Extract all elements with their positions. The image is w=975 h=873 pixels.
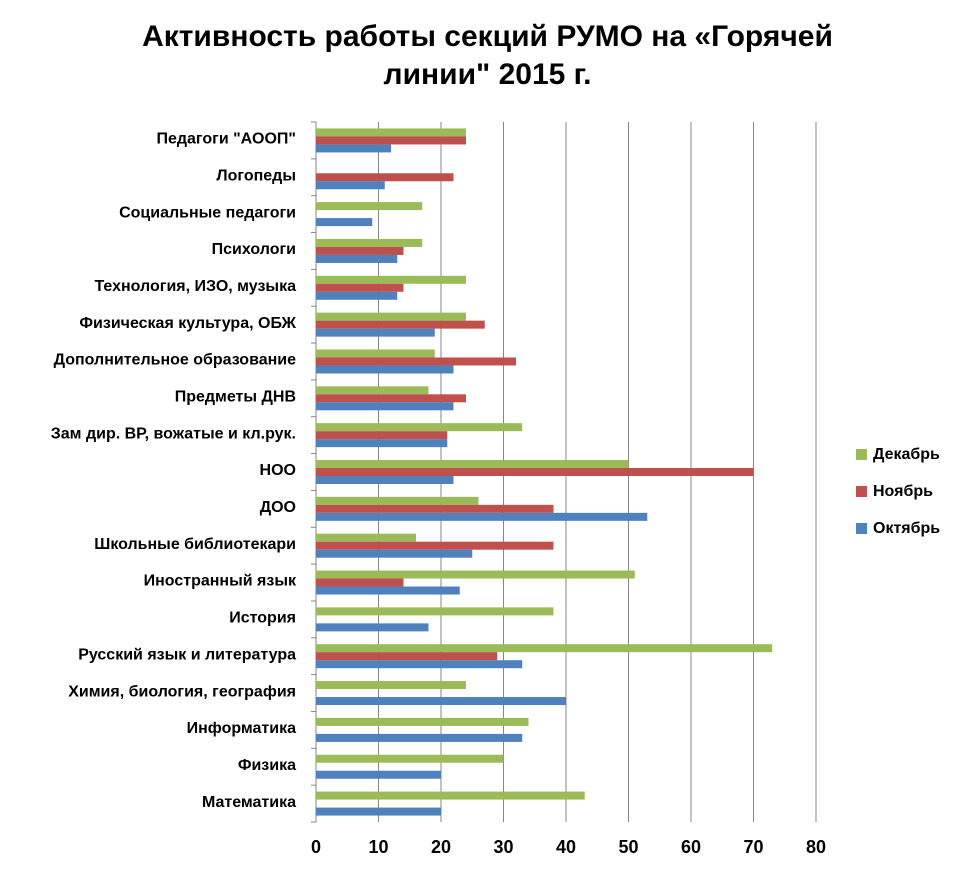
bar-ноябрь (316, 173, 454, 182)
legend-swatch-october (856, 523, 867, 534)
chart-legend: Декабрь Ноябрь Октябрь (856, 436, 940, 547)
bar-ноябрь (316, 136, 466, 145)
x-tick-label: 80 (806, 837, 826, 857)
bar-декабрь (316, 202, 423, 211)
legend-label-october: Октябрь (873, 519, 941, 537)
bar-декабрь (316, 460, 629, 468)
category-label: Технология, ИЗО, музыка (94, 278, 296, 295)
bar-октябрь (316, 439, 448, 448)
legend-item-november: Ноябрь (856, 473, 940, 510)
legend-label-november: Ноябрь (873, 482, 933, 500)
category-label: ДОО (260, 499, 296, 516)
bar-декабрь (316, 349, 435, 358)
bar-октябрь (316, 807, 441, 816)
bar-декабрь (316, 128, 466, 137)
bar-декабрь (316, 644, 773, 653)
bar-декабрь (316, 533, 416, 542)
bar-декабрь (316, 423, 523, 432)
x-tick-label: 50 (618, 837, 638, 857)
category-label: Социальные педагоги (119, 204, 296, 221)
category-label: Логопеды (216, 167, 296, 184)
legend-swatch-december (856, 449, 867, 460)
bar-ноябрь (316, 394, 466, 403)
bar-декабрь (316, 275, 466, 284)
x-tick-label: 60 (681, 837, 701, 857)
bar-декабрь (316, 681, 466, 690)
bar-ноябрь (316, 283, 404, 292)
category-label: История (229, 610, 296, 627)
bar-октябрь (316, 623, 429, 632)
bar-октябрь (316, 586, 460, 595)
chart-title-line-1: Активность работы секций РУМО на «Горяче… (142, 20, 833, 53)
bar-декабрь (316, 791, 585, 800)
bar-ноябрь (316, 578, 404, 587)
bar-ноябрь (316, 652, 498, 661)
category-label: Дополнительное образование (54, 352, 296, 369)
bar-октябрь (316, 254, 398, 263)
category-label: Предметы ДНВ (175, 389, 296, 406)
x-tick-label: 30 (493, 837, 513, 857)
bar-ноябрь (316, 431, 448, 440)
bar-октябрь (316, 660, 523, 669)
bar-октябрь (316, 328, 435, 337)
bar-октябрь (316, 697, 566, 706)
legend-swatch-november (856, 486, 867, 497)
bar-ноябрь (316, 320, 485, 329)
bar-октябрь (316, 144, 391, 153)
bar-октябрь (316, 476, 454, 484)
bar-октябрь (316, 402, 454, 411)
bar-ноябрь (316, 468, 754, 476)
x-tick-label: 40 (556, 837, 576, 857)
bar-ноябрь (316, 357, 516, 366)
category-label: Зам дир. ВР, вожатые и кл.рук. (51, 425, 296, 442)
legend-label-december: Декабрь (873, 445, 940, 463)
chart-title-line-2: линии" 2015 г. (383, 58, 592, 91)
bar-октябрь (316, 365, 454, 374)
legend-item-december: Декабрь (856, 436, 940, 473)
bar-декабрь (316, 570, 635, 579)
bar-декабрь (316, 607, 554, 616)
x-tick-label: 0 (311, 837, 321, 857)
category-label: НОО (260, 462, 296, 479)
x-tick-label: 10 (368, 837, 388, 857)
category-label: Математика (202, 794, 296, 811)
category-label: Иностранный язык (144, 573, 297, 590)
category-label: Педагоги "АООП" (156, 131, 296, 148)
legend-item-october: Октябрь (856, 510, 940, 547)
category-label: Психологи (212, 241, 296, 258)
category-label: Химия, биология, география (68, 683, 296, 700)
bar-декабрь (316, 386, 429, 395)
bar-октябрь (316, 181, 385, 190)
bar-декабрь (316, 754, 504, 763)
chart-title: Активность работы секций РУМО на «Горяче… (0, 18, 975, 94)
bar-октябрь (316, 549, 473, 558)
category-label: Информатика (187, 720, 296, 737)
bar-ноябрь (316, 541, 554, 550)
bar-декабрь (316, 238, 423, 247)
bar-декабрь (316, 312, 466, 321)
category-label: Физика (238, 757, 296, 774)
x-tick-label: 20 (431, 837, 451, 857)
bar-октябрь (316, 218, 373, 227)
bar-ноябрь (316, 504, 554, 513)
bar-ноябрь (316, 246, 404, 255)
category-label: Школьные библиотекари (94, 536, 296, 553)
category-label: Русский язык и литература (78, 646, 296, 663)
category-label: Физическая культура, ОБЖ (79, 315, 296, 332)
bar-октябрь (316, 733, 523, 742)
bar-октябрь (316, 291, 398, 300)
bar-декабрь (316, 717, 529, 726)
bar-октябрь (316, 512, 648, 521)
x-tick-label: 70 (743, 837, 763, 857)
bar-октябрь (316, 770, 441, 779)
bar-декабрь (316, 496, 479, 505)
